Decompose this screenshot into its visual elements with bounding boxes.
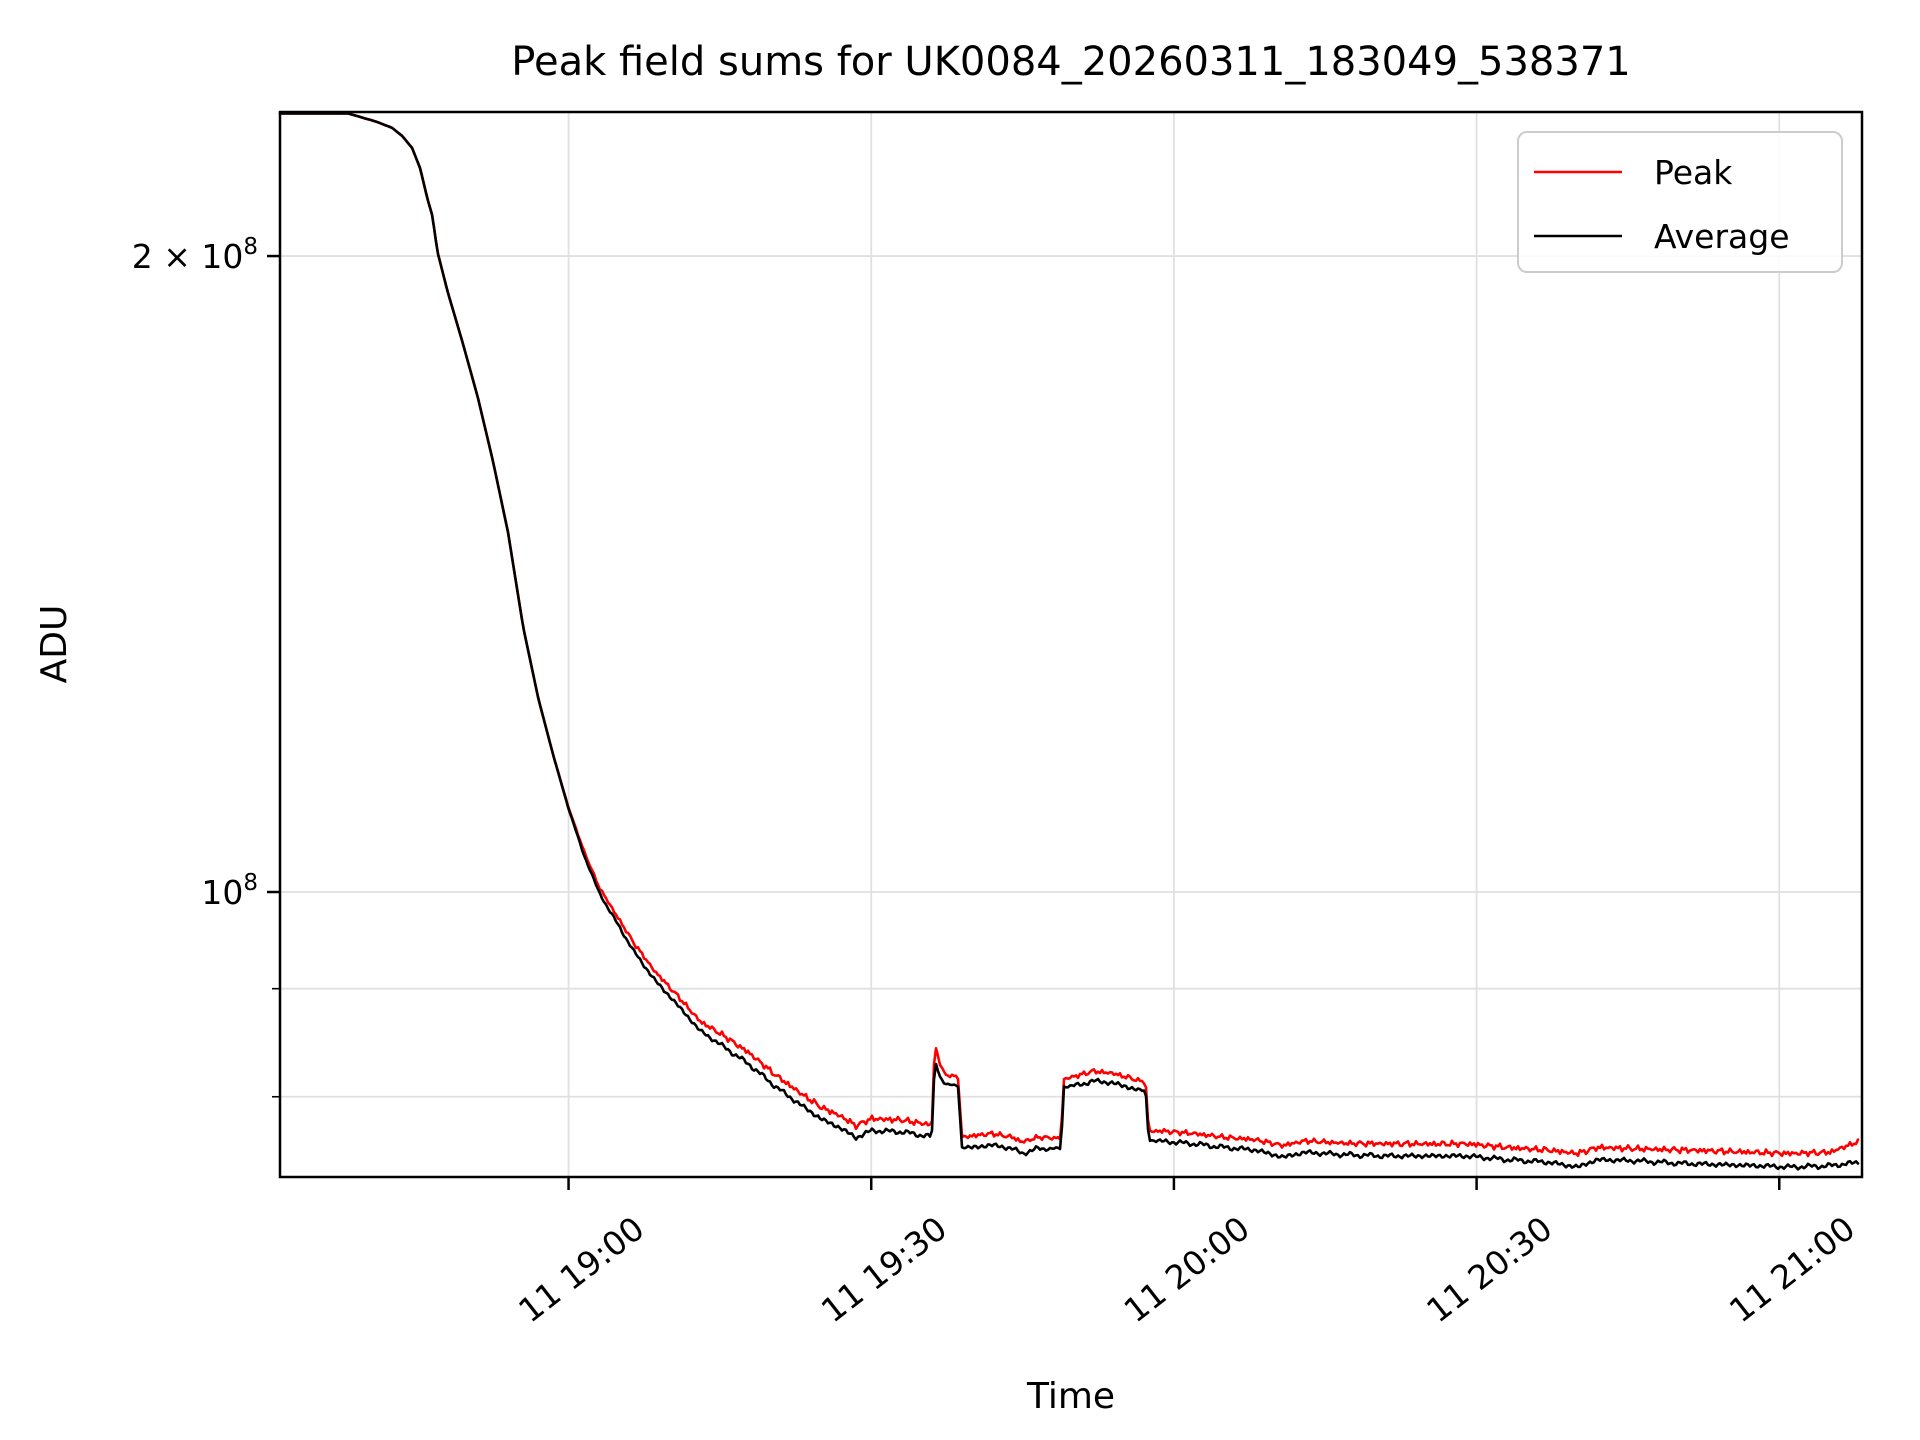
tick-marks <box>267 254 1781 1190</box>
y-tick-label: 2 × 108 <box>132 234 258 276</box>
chart-title: Peak field sums for UK0084_20260311_1830… <box>511 39 1630 85</box>
y-tick-label: 108 <box>201 870 258 912</box>
x-axis-label: Time <box>1026 1376 1115 1417</box>
data-series <box>278 112 1860 1171</box>
legend-average-label: Average <box>1654 217 1790 256</box>
series-line-average <box>278 112 1860 1171</box>
legend-peak-label: Peak <box>1654 153 1733 192</box>
legend: Peak Average <box>1517 131 1843 273</box>
x-tick-label: 11 21:00 <box>1722 1209 1862 1331</box>
x-tick-label: 11 19:30 <box>814 1209 954 1331</box>
x-tick-labels: 11 19:00 11 19:30 11 20:00 11 20:30 11 21:00 <box>511 1209 1862 1331</box>
x-tick-label: 11 19:00 <box>511 1209 651 1331</box>
y-tick-labels: 2 × 108 108 <box>132 234 258 912</box>
x-tick-label: 11 20:00 <box>1117 1209 1257 1331</box>
plot-border <box>278 110 1864 1179</box>
gridlines <box>280 112 1862 1177</box>
x-tick-label: 11 20:30 <box>1419 1209 1559 1331</box>
y-axis-label: ADU <box>34 605 75 684</box>
